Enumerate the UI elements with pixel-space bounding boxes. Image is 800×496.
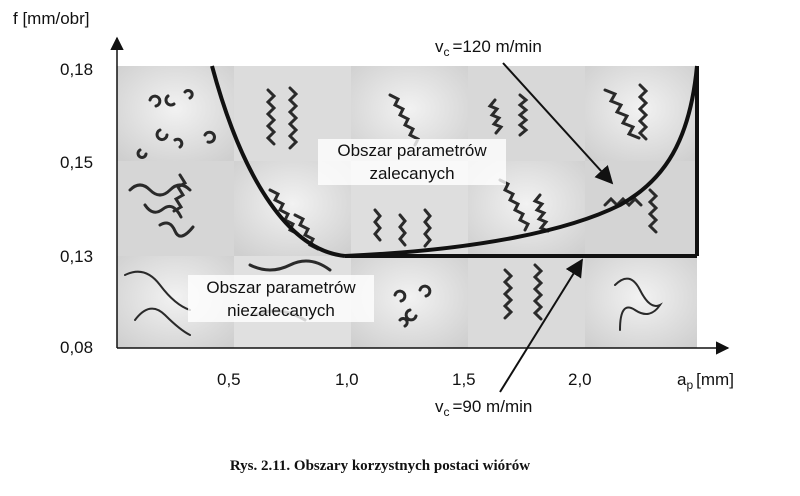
chip-form-diagram: f [mm/obr] 0,18 0,15 0,13 0,08 0,5 1,0 1… [13, 9, 734, 419]
vc-90-letter: v [435, 397, 444, 416]
y-tick-0-15: 0,15 [60, 153, 93, 172]
not-recommended-region-line2: niezalecanych [227, 301, 335, 320]
x-axis-letter: a [677, 370, 687, 389]
y-tick-0-08: 0,08 [60, 338, 93, 357]
x-axis-subscript: p [686, 378, 693, 392]
x-tick-0-5: 0,5 [217, 370, 241, 389]
axes [110, 36, 730, 355]
vc-120-arrow [502, 62, 614, 185]
upper-boundary-curve [344, 65, 699, 258]
vc-90-subscript: c [444, 405, 450, 419]
not-recommended-region-line1: Obszar parametrów [206, 278, 356, 297]
y-tick-0-18: 0,18 [60, 60, 93, 79]
x-axis-title: ap [mm] [677, 370, 734, 392]
region-boundaries [210, 65, 699, 258]
y-axis-title: f [mm/obr] [13, 9, 90, 28]
vc-120-label: vc =120 m/min [435, 37, 542, 59]
vc-120-value: =120 m/min [453, 37, 542, 56]
x-tick-1-0: 1,0 [335, 370, 359, 389]
x-tick-1-5: 1,5 [452, 370, 476, 389]
figure-caption: Rys. 2.11. Obszary korzystnych postaci w… [229, 458, 531, 474]
chip-photo-grid [117, 66, 697, 348]
vc-90-value: =90 m/min [453, 397, 533, 416]
vc-90-label: vc =90 m/min [435, 397, 532, 419]
recommended-region-line2: zalecanych [369, 164, 454, 183]
vc-90-arrow [499, 258, 583, 393]
not-recommended-label-bg [188, 275, 374, 322]
recommended-label-bg [318, 139, 506, 185]
left-boundary-curve [210, 65, 346, 258]
vc-120-subscript: c [444, 45, 450, 59]
x-tick-2-0: 2,0 [568, 370, 592, 389]
x-axis-unit: [mm] [696, 370, 734, 389]
chip-illustrations [124, 83, 663, 336]
recommended-region-line1: Obszar parametrów [337, 141, 487, 160]
y-tick-0-13: 0,13 [60, 247, 93, 266]
vc-120-letter: v [435, 37, 444, 56]
